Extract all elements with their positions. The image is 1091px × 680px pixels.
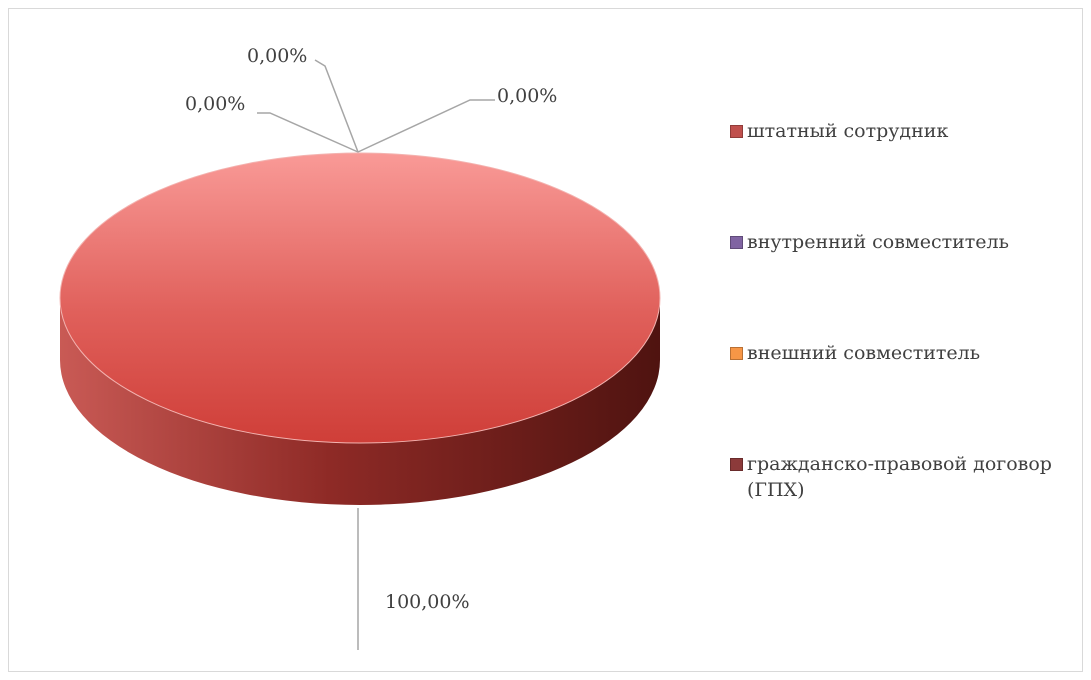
legend-swatch xyxy=(730,236,743,249)
data-label: 0,00% xyxy=(247,45,307,67)
data-label: 0,00% xyxy=(185,93,245,115)
pie xyxy=(59,152,661,505)
legend-label: гражданско-правовой договор (ГПХ) xyxy=(747,453,1052,501)
legend-swatch xyxy=(730,458,743,471)
legend-swatch xyxy=(730,125,743,138)
legend-item: внутренний совместитель xyxy=(730,229,1085,255)
leader-line xyxy=(357,99,495,153)
legend-item: гражданско-правовой договор (ГПХ) xyxy=(730,451,1085,503)
leader-line xyxy=(257,112,359,153)
data-label: 100,00% xyxy=(385,591,470,613)
data-label: 0,00% xyxy=(497,85,557,107)
legend-label: внешний совместитель xyxy=(747,342,981,364)
legend-swatch xyxy=(730,347,743,360)
legend-label: штатный сотрудник xyxy=(747,120,949,142)
chart-border xyxy=(8,8,1083,672)
legend-item: внешний совместитель xyxy=(730,340,1085,366)
legend-item: штатный сотрудник xyxy=(730,118,1085,144)
legend-label: внутренний совместитель xyxy=(747,231,1009,253)
slice-side xyxy=(60,298,660,505)
slice xyxy=(59,152,661,444)
leader-line xyxy=(314,59,359,153)
